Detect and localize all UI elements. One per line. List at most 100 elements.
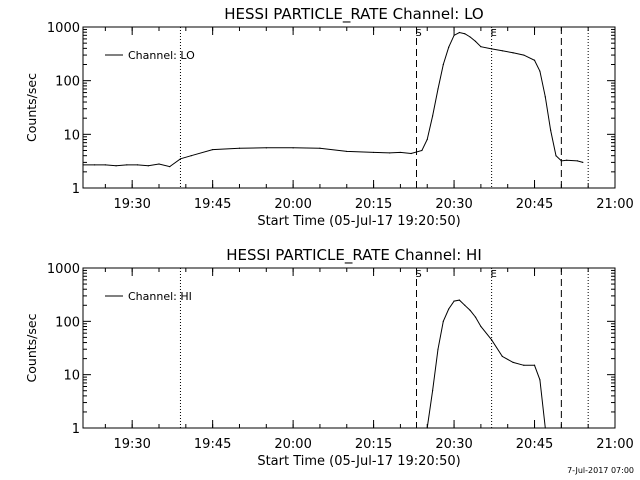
x-tick-label: 19:30 — [113, 197, 150, 212]
data-point — [169, 166, 171, 168]
data-point — [501, 355, 503, 358]
data-point — [346, 150, 348, 153]
data-point — [469, 36, 471, 38]
data-point — [158, 163, 160, 165]
data-point — [576, 160, 579, 162]
data-point — [539, 379, 541, 381]
data-point — [464, 33, 466, 35]
y-tick-label: 100 — [55, 75, 80, 90]
data-point — [533, 364, 536, 366]
data-point — [179, 158, 182, 160]
legend-label: Channel: HI — [128, 290, 192, 303]
x-tick-label: 20:30 — [435, 197, 472, 212]
data-point — [480, 325, 482, 328]
data-point — [555, 155, 557, 157]
data-point — [190, 155, 192, 157]
data-point — [238, 147, 241, 149]
x-tick-label: 20:15 — [355, 197, 392, 212]
data-point — [453, 300, 455, 302]
x-tick-label: 20:00 — [274, 197, 311, 212]
data-point — [319, 147, 321, 149]
data-point — [491, 339, 493, 341]
data-point — [523, 54, 525, 56]
data-point — [533, 59, 536, 61]
x-tick-label: 20:45 — [516, 437, 553, 452]
data-point — [115, 165, 117, 167]
x-tick-label: 20:15 — [355, 437, 392, 452]
data-point — [399, 151, 402, 154]
data-point — [126, 164, 128, 166]
marker-label: E — [490, 269, 496, 280]
data-point — [544, 96, 546, 98]
data-point — [410, 152, 412, 155]
y-tick-label: 100 — [55, 315, 80, 330]
data-point — [458, 299, 461, 301]
data-point — [448, 308, 450, 310]
axes-frame — [82, 26, 616, 189]
y-axis-label: Counts/sec — [24, 73, 39, 142]
data-point — [389, 152, 391, 154]
data-point — [544, 427, 546, 429]
data-point — [437, 348, 439, 350]
data-point — [136, 164, 139, 166]
x-tick-label: 19:45 — [194, 437, 231, 452]
legend-label: Channel: LO — [128, 49, 195, 62]
chart-title: HESSI PARTICLE_RATE Channel: HI — [226, 246, 482, 265]
data-point — [560, 160, 562, 162]
plot-hi: HESSI PARTICLE_RATE Channel: HI 1 10 100 100… — [24, 246, 634, 469]
y-tick-label: 1000 — [47, 262, 80, 277]
data-point — [453, 34, 455, 36]
data-point — [539, 70, 541, 72]
data-point — [464, 304, 466, 306]
x-tick-label: 20:45 — [516, 197, 553, 212]
y-tick-label: 1000 — [47, 21, 80, 36]
x-tick-label: 21:00 — [596, 197, 633, 212]
data-point — [491, 48, 493, 50]
x-tick-label: 21:00 — [596, 437, 633, 452]
data-point — [442, 63, 444, 66]
plot-lo: HESSI PARTICLE_RATE Channel: LO 1 10 100 100… — [24, 5, 634, 229]
x-axis-label: Start Time (05-Jul-17 19:20:50) — [257, 454, 460, 469]
data-point — [458, 31, 461, 34]
data-point — [474, 316, 477, 318]
data-point — [94, 164, 96, 166]
x-tick-label: 19:45 — [194, 197, 231, 212]
axes-frame — [82, 267, 616, 429]
y-tick-label: 1 — [72, 182, 80, 197]
x-tick-label: 20:00 — [274, 437, 311, 452]
y-tick-label: 10 — [63, 128, 80, 143]
data-point — [523, 364, 525, 366]
series-line — [83, 31, 583, 168]
data-point — [512, 52, 514, 54]
data-point — [432, 390, 434, 392]
x-axis-label: Start Time (05-Jul-17 19:20:50) — [257, 214, 460, 229]
data-point — [426, 138, 428, 141]
data-point — [104, 164, 106, 166]
data-point — [372, 151, 375, 154]
data-point — [212, 148, 214, 151]
data-point — [480, 46, 482, 48]
data-point — [437, 88, 439, 90]
data-point — [469, 309, 471, 312]
marker-label: S — [415, 28, 421, 39]
y-axis-label: Counts/sec — [24, 313, 39, 382]
data-point — [82, 164, 84, 166]
series-line — [426, 299, 546, 429]
data-point — [442, 320, 444, 322]
data-point — [501, 50, 503, 52]
data-point — [550, 129, 552, 131]
footer-timestamp: 7-Jul-2017 07:00 — [567, 466, 634, 475]
data-point — [147, 165, 149, 167]
data-point — [432, 115, 434, 117]
y-tick-label: 10 — [63, 369, 80, 384]
marker-label: E — [490, 28, 496, 39]
x-tick-label: 20:30 — [435, 437, 472, 452]
data-point — [566, 159, 568, 161]
data-point — [582, 161, 584, 163]
x-tick-label: 19:30 — [113, 437, 150, 452]
chart-title: HESSI PARTICLE_RATE Channel: LO — [224, 5, 483, 24]
data-point — [426, 427, 428, 429]
data-point — [265, 147, 267, 149]
data-point — [421, 149, 423, 152]
